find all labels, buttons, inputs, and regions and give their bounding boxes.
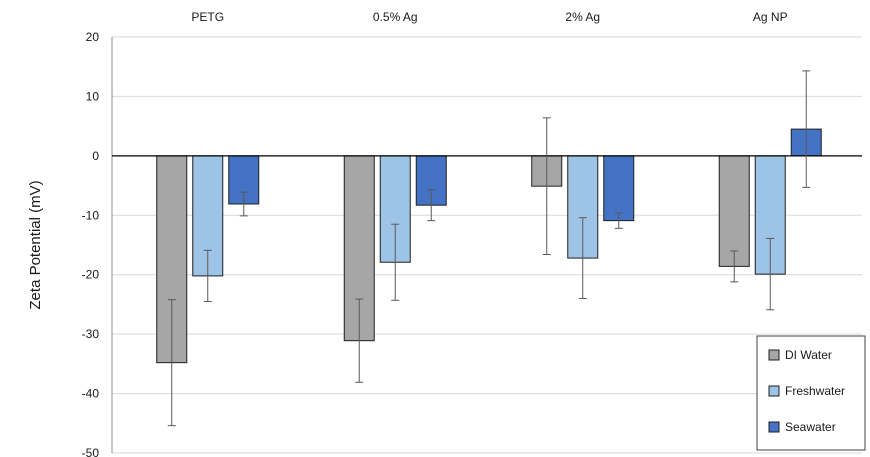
legend-swatch bbox=[768, 349, 780, 361]
category-label: Ag NP bbox=[753, 10, 788, 24]
y-tick-label: 20 bbox=[86, 30, 100, 44]
category-label: PETG bbox=[191, 10, 224, 24]
gridlines bbox=[112, 36, 862, 454]
y-tick-label: -50 bbox=[82, 446, 100, 457]
legend-label: Freshwater bbox=[785, 384, 845, 398]
y-axis-label: Zeta Potential (mV) bbox=[27, 180, 44, 309]
error-bars bbox=[167, 70, 811, 427]
bars bbox=[156, 128, 822, 364]
bar bbox=[603, 155, 635, 222]
legend-swatch bbox=[768, 385, 780, 397]
y-tick-label: 0 bbox=[92, 149, 99, 163]
legend-label: Seawater bbox=[785, 420, 836, 434]
category-labels: PETG 0.5% Ag 2% Ag Ag NP bbox=[191, 10, 787, 24]
y-tick-label: -10 bbox=[82, 208, 100, 222]
legend-label: DI Water bbox=[785, 348, 832, 362]
y-tick-label: -30 bbox=[82, 327, 100, 341]
legend-swatch bbox=[768, 421, 780, 433]
legend: DI Water Freshwater Seawater bbox=[756, 335, 866, 451]
y-tick-label: -40 bbox=[82, 387, 100, 401]
y-tick-label: -20 bbox=[82, 268, 100, 282]
category-label: 0.5% Ag bbox=[373, 10, 418, 24]
bar bbox=[718, 155, 750, 267]
y-tick-labels: 20 10 0 -10 -20 -30 -40 -50 bbox=[82, 30, 100, 457]
category-label: 2% Ag bbox=[565, 10, 600, 24]
y-tick-label: 10 bbox=[86, 89, 100, 103]
